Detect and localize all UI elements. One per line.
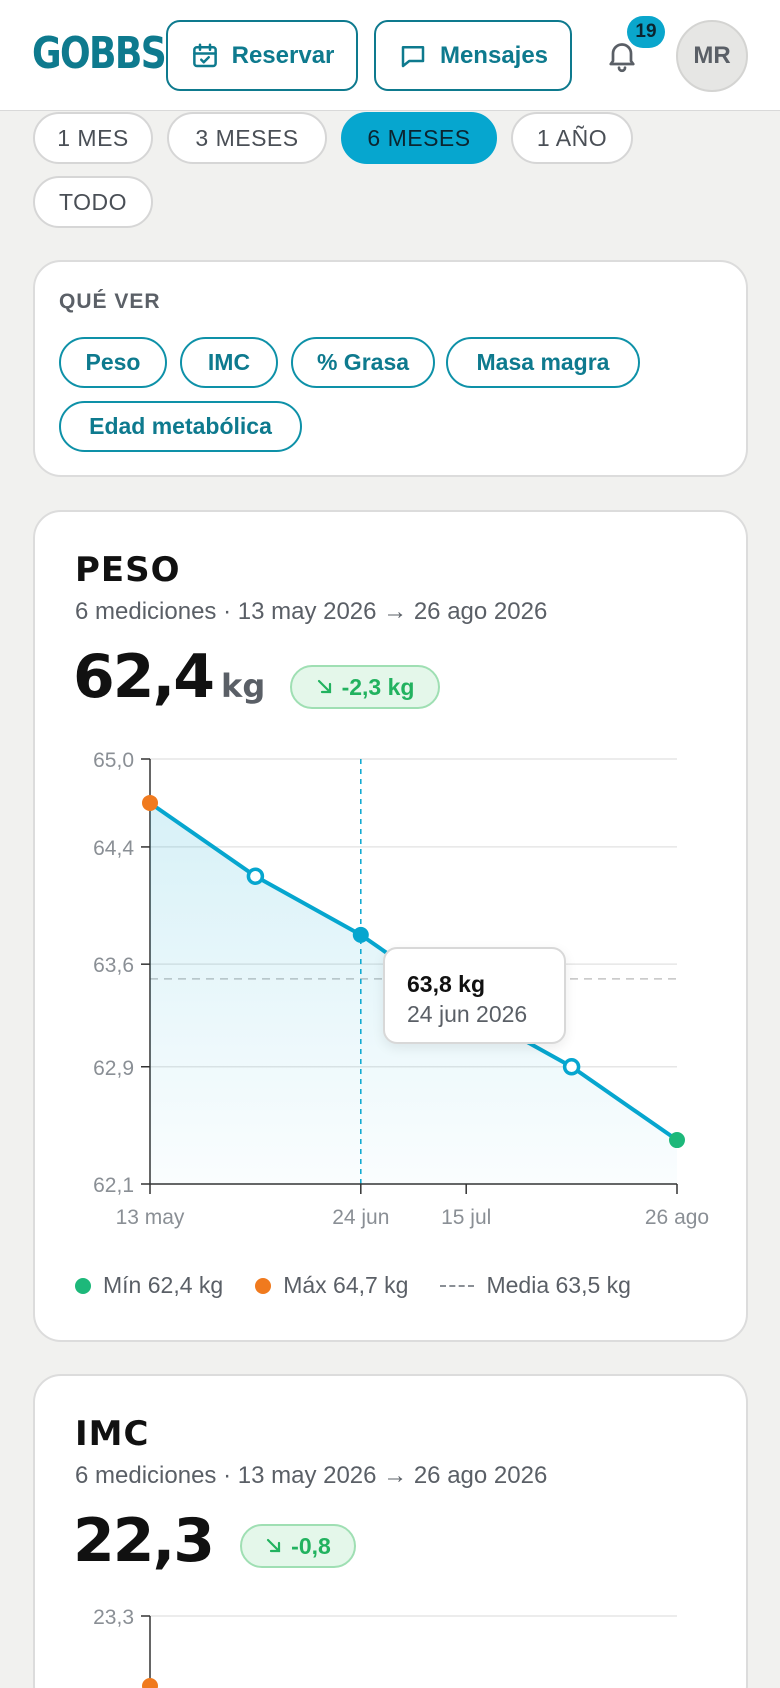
max-point[interactable] (142, 794, 158, 811)
min-dot-icon (75, 1277, 91, 1294)
max-dot-icon (255, 1277, 272, 1294)
bmi-subtitle: 6 mediciones · 13 may 2026 → 26 ago 2026 (75, 1462, 548, 1489)
bell-icon[interactable] (604, 36, 640, 74)
legend-min: Mín 62,4 kg (75, 1272, 223, 1299)
legend-mean: Media 63,5 kg (440, 1272, 631, 1299)
weight-value: 62,4 kg (73, 642, 265, 712)
weight-legend: Mín 62,4 kg Máx 64,7 kg Media 63,5 kg (75, 1272, 663, 1299)
x-tick-label: 24 jun (332, 1206, 389, 1229)
messages-label: Mensajes (439, 41, 549, 69)
view-selector-card: QUÉ VER Peso IMC % Grasa Masa magra Edad… (33, 260, 748, 477)
y-tick-label: 62,9 (93, 1057, 134, 1080)
top-bar: GOBBS® Reservar Mensajes 19 MR (0, 0, 780, 111)
y-tick-label: 65,0 (93, 749, 134, 772)
chip-lean-mass[interactable]: Masa magra (446, 337, 640, 388)
chip-bmi[interactable]: IMC (180, 337, 278, 388)
data-point[interactable] (562, 1058, 581, 1076)
view-selector-title: QUÉ VER (59, 290, 161, 313)
logo[interactable]: GOBBS® (32, 28, 172, 79)
bmi-title: IMC (75, 1414, 150, 1454)
range-1-month[interactable]: 1 MES (33, 112, 153, 164)
arrow-down-right-icon (267, 1538, 281, 1553)
reserve-button[interactable]: Reservar (166, 20, 358, 91)
weight-delta-text: -2,3 kg (341, 673, 415, 700)
bmi-delta-badge: -0,8 (240, 1524, 356, 1568)
legend-min-text: Mín 62,4 kg (103, 1272, 224, 1298)
dashed-line-icon (440, 1284, 475, 1287)
data-point[interactable] (246, 867, 265, 885)
bmi-y-tick-label: 23,3 (93, 1606, 134, 1629)
x-tick-label: 13 may (116, 1206, 185, 1229)
chip-metabolic-age[interactable]: Edad metabólica (59, 401, 302, 452)
bmi-value: 22,3 (73, 1506, 215, 1576)
tooltip-date: 24 jun 2026 (407, 1001, 528, 1027)
logo-text: GOBBS (32, 28, 167, 79)
reserve-label: Reservar (231, 41, 335, 69)
x-tick-label: 26 ago (645, 1206, 709, 1229)
notification-badge: 19 (627, 16, 665, 48)
chart-tooltip: 63,8 kg 24 jun 2026 (383, 947, 566, 1044)
chip-weight[interactable]: Peso (59, 337, 167, 388)
y-tick-label: 64,4 (93, 837, 134, 860)
weight-unit: kg (221, 667, 266, 705)
x-tick-label: 15 jul (441, 1206, 491, 1229)
y-tick-label: 62,1 (93, 1174, 134, 1197)
highlighted-point[interactable] (352, 926, 369, 943)
min-point[interactable] (669, 1132, 685, 1149)
weight-title: PESO (75, 550, 181, 590)
legend-mean-text: Media 63,5 kg (486, 1272, 631, 1298)
range-1-year[interactable]: 1 AÑO (511, 112, 633, 164)
legend-max-text: Máx 64,7 kg (283, 1272, 409, 1298)
messages-button[interactable]: Mensajes (374, 20, 572, 91)
bmi-card: IMC 6 mediciones · 13 may 2026 → 26 ago … (33, 1374, 748, 1688)
weight-delta-badge: -2,3 kg (290, 665, 440, 709)
range-3-months[interactable]: 3 MESES (167, 112, 327, 164)
range-all[interactable]: TODO (33, 176, 153, 228)
legend-max: Máx 64,7 kg (255, 1272, 408, 1299)
y-tick-label: 63,6 (93, 954, 134, 977)
tooltip-value: 63,8 kg (407, 971, 485, 997)
weight-number: 62,4 (73, 642, 215, 712)
chip-body-fat[interactable]: % Grasa (291, 337, 435, 388)
range-6-months[interactable]: 6 MESES (341, 112, 497, 164)
arrow-down-right-icon (317, 679, 331, 694)
bmi-chart[interactable]: 23,3 (0, 1600, 780, 1688)
avatar[interactable]: MR (676, 20, 748, 92)
calendar-check-icon (192, 43, 217, 67)
weight-subtitle: 6 mediciones · 13 may 2026 → 26 ago 2026 (75, 598, 548, 625)
chat-bubble-icon (401, 45, 425, 67)
bmi-delta-text: -0,8 (291, 1532, 331, 1559)
bmi-max-point[interactable] (142, 1678, 158, 1688)
